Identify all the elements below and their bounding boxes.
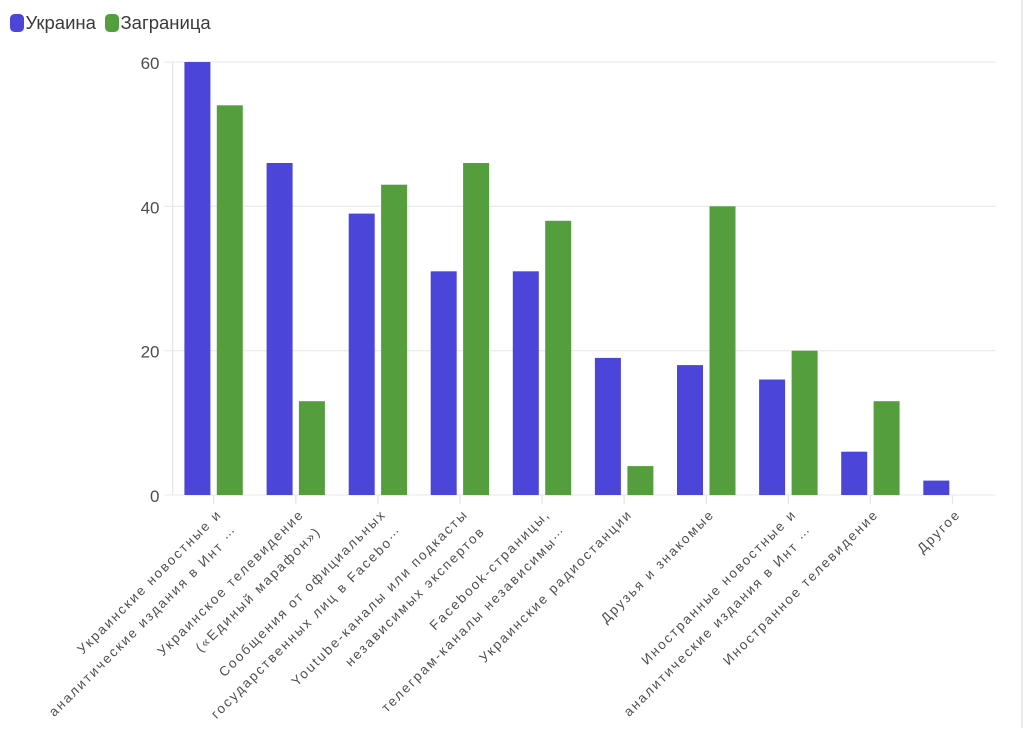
svg-text:60: 60 (141, 54, 160, 73)
svg-text:0: 0 (150, 487, 159, 506)
svg-text:40: 40 (141, 198, 160, 217)
svg-text:Украина: Украина (26, 12, 97, 33)
svg-text:20: 20 (141, 343, 160, 362)
svg-text:Заграница: Заграница (121, 12, 212, 33)
